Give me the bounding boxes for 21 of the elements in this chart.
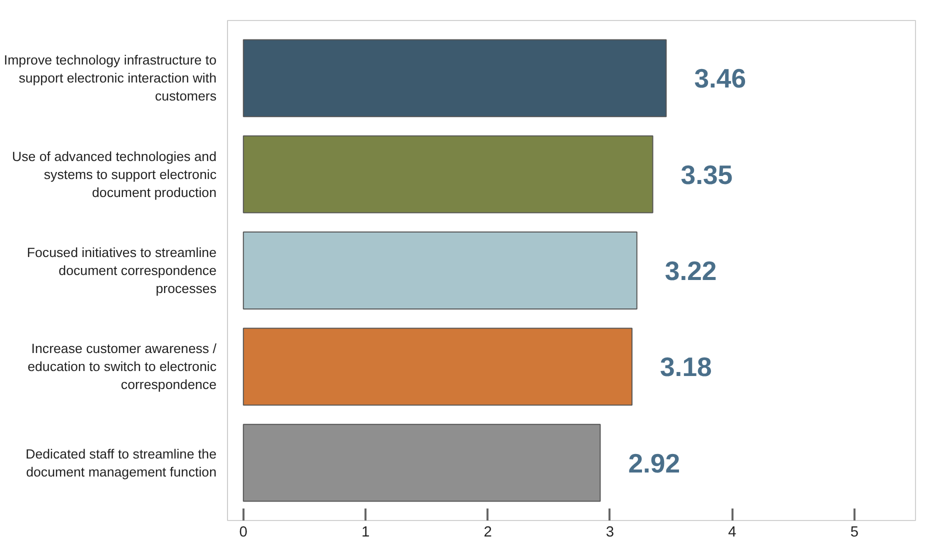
x-tick-label: 3	[606, 524, 614, 540]
bar	[242, 232, 638, 310]
bar	[242, 328, 632, 406]
x-tick-label: 4	[728, 524, 736, 540]
bar	[242, 135, 654, 214]
y-tick-label: Use of advanced technologies and systems to support electronic document production	[12, 148, 217, 200]
y-tick-label: Increase customer awareness / education to switch to electronic correspondence	[28, 341, 217, 392]
x-tick-label: 0	[239, 524, 248, 540]
bar	[242, 39, 667, 118]
y-tick-label: Improve technology infrastructure to support electronic interaction with customers	[4, 52, 217, 104]
data-label: 3.18	[660, 352, 712, 382]
data-label: 3.46	[694, 64, 746, 94]
data-label: 3.22	[664, 256, 717, 286]
x-tick-label: 1	[362, 524, 370, 540]
y-tick-label: Dedicated staff to streamline the document management function	[26, 446, 217, 480]
data-label: 3.35	[680, 160, 733, 190]
data-label: 2.92	[628, 448, 680, 478]
bar	[242, 424, 601, 502]
x-tick-label: 2	[484, 524, 492, 540]
y-tick-label: Focused initiatives to streamline document correspondence processes	[26, 245, 217, 296]
x-tick-label: 5	[850, 524, 858, 540]
